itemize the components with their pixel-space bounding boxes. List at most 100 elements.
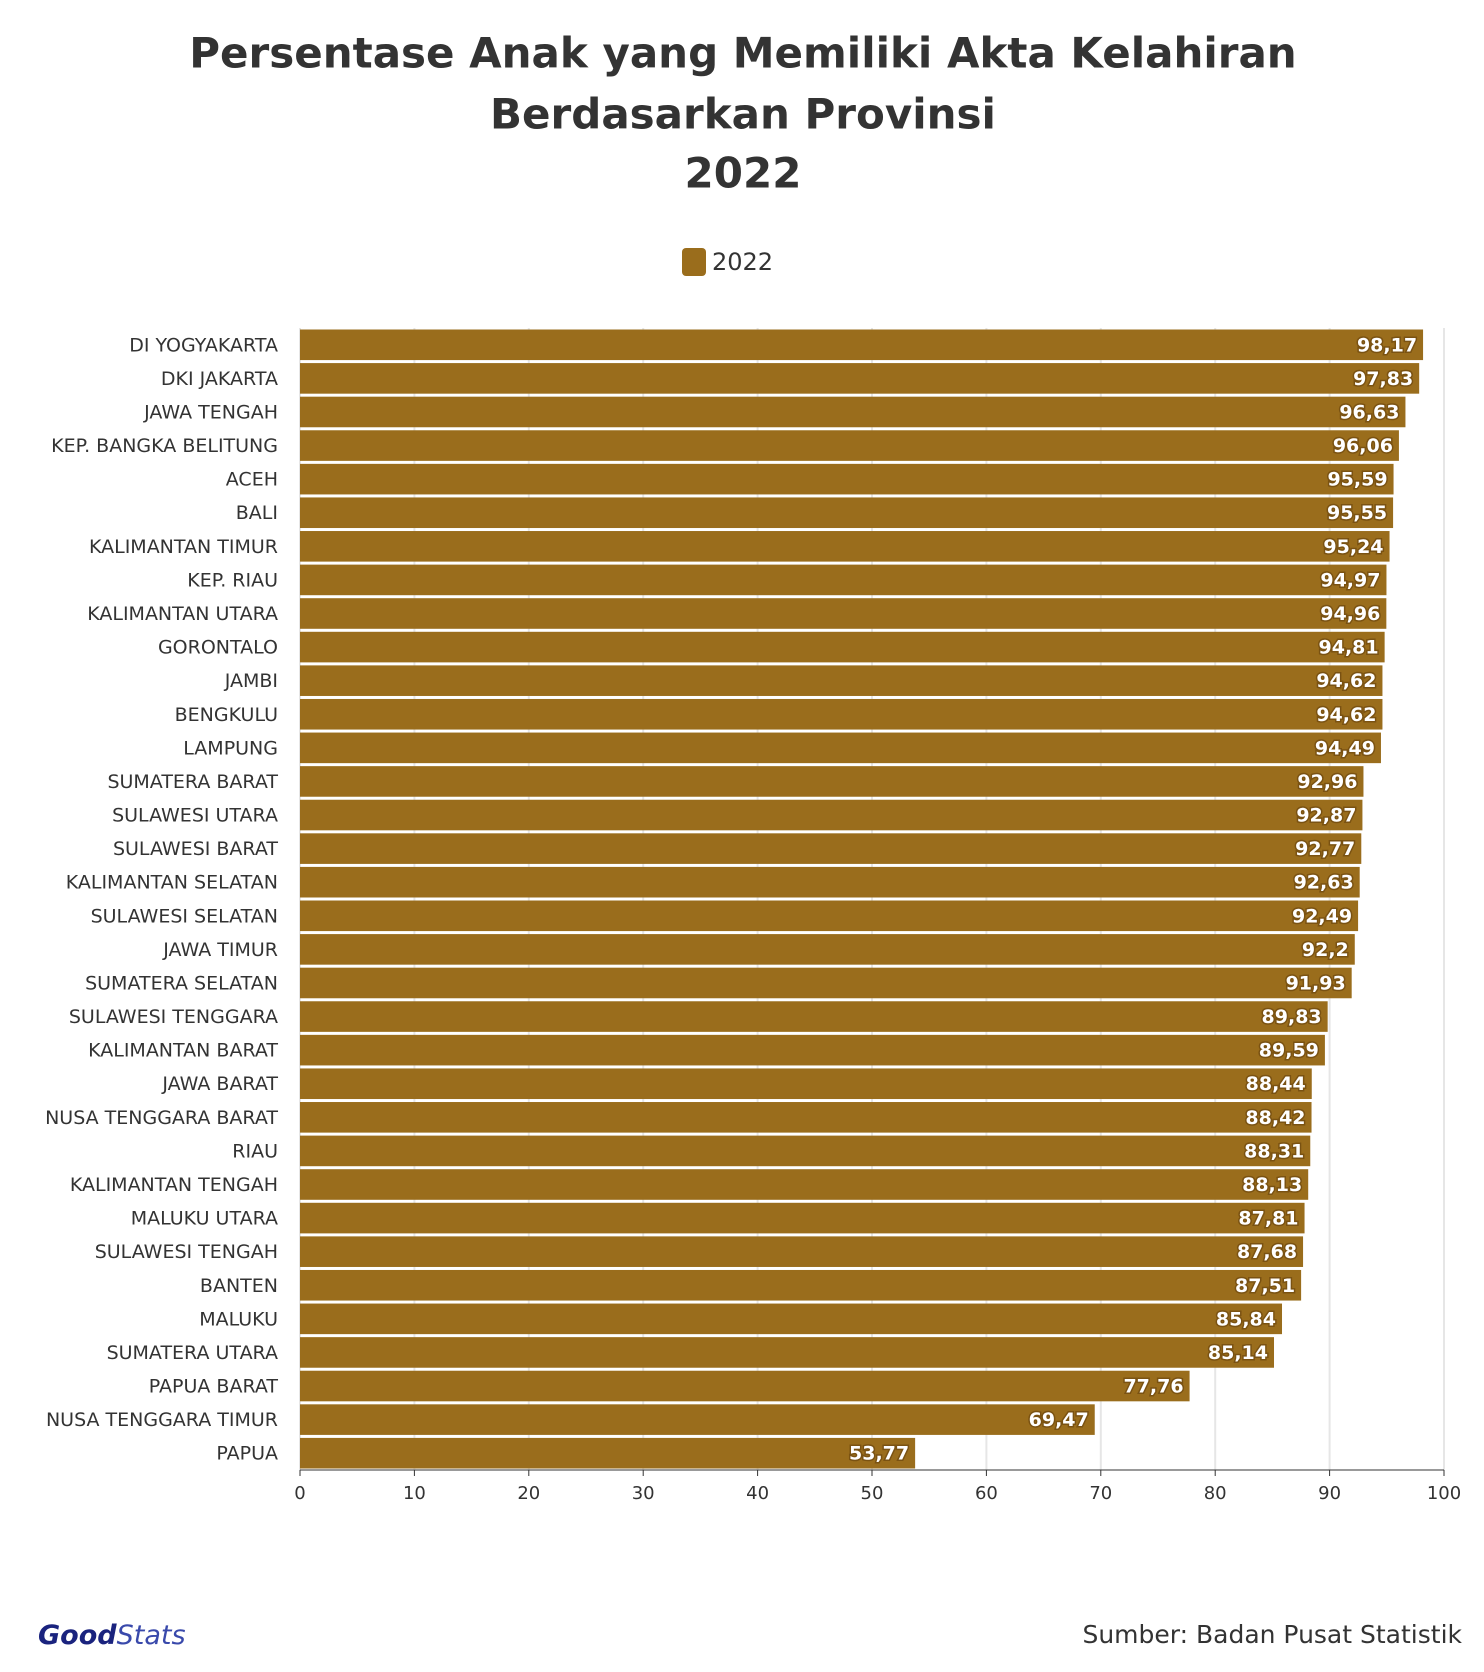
y-tick-label: BENGKULU [175,704,278,726]
data-label: 85,14 [1208,1342,1268,1364]
y-tick-label: SUMATERA BARAT [107,771,278,793]
bar [300,833,1362,864]
data-label: 94,62 [1316,704,1376,726]
x-tick-label: 70 [1089,1483,1112,1504]
data-label: 87,51 [1235,1275,1295,1297]
bar [300,866,1360,898]
bar [300,430,1399,461]
data-label: 96,63 [1339,401,1399,423]
y-tick-label: KEP. BANGKA BELITUNG [51,435,278,457]
chart-title: 2022 [685,149,802,198]
bar [300,665,1383,696]
x-tick-label: 40 [746,1483,769,1504]
bar [300,1135,1311,1167]
y-tick-label: NUSA TENGGARA TIMUR [46,1409,278,1431]
bar [300,967,1352,999]
y-tick-label: PAPUA [216,1443,278,1465]
bar [300,1102,1312,1133]
data-label: 92,87 [1296,805,1356,827]
y-tick-label: SULAWESI TENGAH [95,1241,278,1263]
data-label: 87,68 [1237,1241,1297,1263]
bar [300,1437,916,1469]
data-label: 69,47 [1029,1409,1089,1431]
data-label: 89,59 [1259,1040,1319,1062]
data-label: 98,17 [1357,334,1417,356]
y-tick-label: SUMATERA UTARA [107,1342,278,1364]
logo-part: Stats [117,1620,186,1651]
data-label: 95,24 [1323,536,1383,558]
bar [300,363,1420,394]
bar [300,698,1383,730]
data-label: 92,96 [1297,771,1357,793]
y-tick-label: SULAWESI UTARA [112,805,278,827]
x-tick-label: 100 [1427,1483,1461,1504]
x-tick-label: 20 [517,1483,540,1504]
x-tick-label: 30 [632,1483,655,1504]
data-label: 96,06 [1333,435,1393,457]
data-label: 92,2 [1302,939,1349,961]
bar [300,598,1387,629]
bar [300,1404,1095,1435]
bar [300,766,1364,797]
data-label: 85,84 [1216,1308,1276,1330]
data-label: 88,42 [1245,1107,1305,1129]
bar [300,631,1385,663]
y-tick-label: SULAWESI SELATAN [91,905,278,927]
legend-label: 2022 [712,248,773,276]
y-tick-label: KALIMANTAN SELATAN [66,872,278,894]
y-tick-label: KALIMANTAN TENGAH [70,1174,278,1196]
bar [300,934,1355,965]
x-tick-label: 50 [861,1483,884,1504]
y-tick-label: ACEH [226,469,278,491]
y-tick-label: BALI [236,502,278,524]
bar [300,1068,1312,1100]
bar [300,1202,1305,1234]
bar [300,1236,1304,1267]
y-tick-label: DKI JAKARTA [161,368,278,390]
data-label: 77,76 [1123,1376,1183,1398]
bar [300,531,1390,562]
data-label: 92,49 [1292,905,1352,927]
y-tick-label: SULAWESI BARAT [113,838,278,860]
y-tick-label: JAWA BARAT [161,1073,278,1095]
data-label: 94,96 [1320,603,1380,625]
y-tick-label: BANTEN [200,1275,278,1297]
data-label: 92,77 [1295,838,1355,860]
x-tick-label: 80 [1204,1483,1227,1504]
bar [300,396,1406,428]
y-tick-label: KEP. RIAU [187,569,278,591]
data-label: 87,81 [1238,1208,1298,1230]
source: Sumber: Badan Pusat Statistik [1082,1620,1462,1649]
y-tick-label: GORONTALO [158,637,278,659]
x-tick-label: 60 [975,1483,998,1504]
y-tick-label: KALIMANTAN TIMUR [89,536,278,558]
data-label: 89,83 [1262,1006,1322,1028]
data-label: 53,77 [849,1443,909,1465]
data-label: 95,59 [1327,469,1387,491]
y-tick-label: KALIMANTAN UTARA [87,603,278,625]
y-tick-label: JAWA TENGAH [143,401,278,423]
y-tick-label: RIAU [232,1140,278,1162]
logo: GoodStats [38,1620,186,1651]
bar [300,1269,1302,1301]
x-tick-label: 0 [294,1483,305,1504]
x-tick-label: 10 [403,1483,426,1504]
legend: 2022 [682,248,773,276]
data-label: 88,44 [1246,1073,1306,1095]
bar [300,329,1424,361]
bar [300,463,1394,495]
y-tick-label: NUSA TENGGARA BARAT [45,1107,278,1129]
bar [300,1001,1328,1032]
bar [300,1034,1325,1066]
bar [300,1337,1275,1368]
y-tick-label: DI YOGYAKARTA [129,334,278,356]
bar [300,1169,1309,1200]
y-tick-label: MALUKU [199,1308,278,1330]
data-label: 94,62 [1316,670,1376,692]
y-tick-label: PAPUA BARAT [149,1376,279,1398]
data-label: 88,13 [1242,1174,1302,1196]
y-tick-label: LAMPUNG [183,737,278,759]
bar [300,799,1363,831]
bar [300,900,1359,932]
